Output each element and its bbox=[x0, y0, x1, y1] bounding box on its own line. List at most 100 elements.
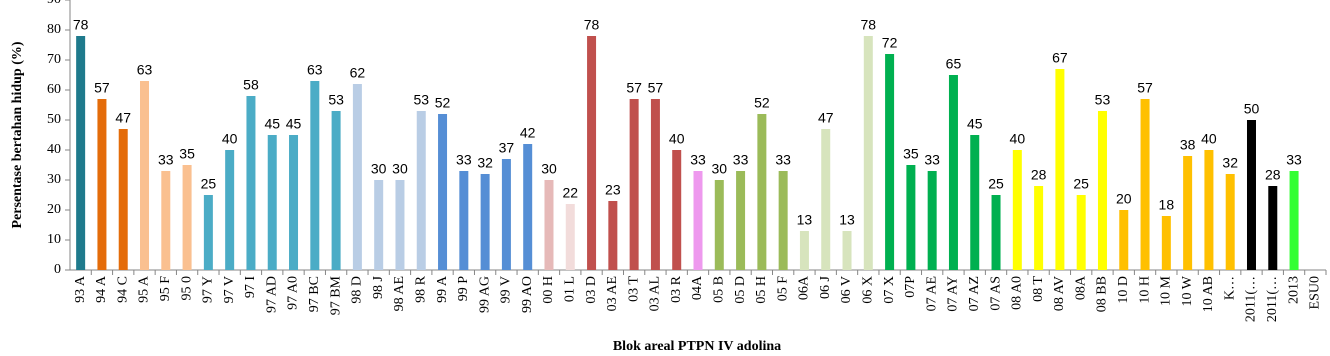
value-label: 40 bbox=[1010, 131, 1026, 147]
value-label: 40 bbox=[669, 131, 685, 147]
bar bbox=[991, 195, 1001, 270]
value-label: 63 bbox=[137, 62, 153, 78]
x-tick-label: 03 T bbox=[626, 276, 641, 302]
x-tick-label: 95 A bbox=[137, 275, 152, 303]
bar bbox=[587, 36, 597, 270]
bar bbox=[821, 129, 831, 270]
value-label: 25 bbox=[988, 176, 1004, 192]
x-tick-label: 98 D bbox=[350, 276, 365, 304]
value-label: 50 bbox=[1244, 101, 1260, 117]
bar bbox=[693, 171, 703, 270]
x-tick-label: 07 AZ bbox=[967, 276, 982, 311]
x-tick-label: 99 AG bbox=[477, 276, 492, 313]
value-label: 78 bbox=[584, 17, 600, 33]
x-tick-label: 07 AE bbox=[924, 276, 939, 311]
x-tick-label: 07 AY bbox=[946, 276, 961, 312]
bar bbox=[501, 159, 511, 270]
value-label: 33 bbox=[924, 152, 940, 168]
value-label: 25 bbox=[1073, 176, 1089, 192]
x-tick-label: 98 J bbox=[371, 275, 386, 299]
y-tick-label: 90 bbox=[47, 0, 61, 7]
x-tick-label: 2013 bbox=[1286, 276, 1301, 304]
bar bbox=[1119, 210, 1129, 270]
value-label: 35 bbox=[179, 146, 195, 162]
value-label: 22 bbox=[562, 185, 578, 201]
value-label: 53 bbox=[413, 92, 429, 108]
value-label: 72 bbox=[882, 35, 898, 51]
value-label: 20 bbox=[1116, 191, 1132, 207]
value-label: 42 bbox=[520, 125, 536, 141]
bar bbox=[714, 180, 724, 270]
bar bbox=[544, 180, 554, 270]
value-label: 13 bbox=[797, 212, 813, 228]
x-tick-label: 97 BC bbox=[307, 276, 322, 312]
bar bbox=[459, 171, 469, 270]
x-tick-label: 06 V bbox=[839, 276, 854, 303]
bar bbox=[799, 231, 809, 270]
x-tick-label: 10 W bbox=[1180, 275, 1195, 306]
value-label: 53 bbox=[1095, 92, 1111, 108]
value-label: 33 bbox=[158, 152, 174, 168]
bar bbox=[629, 99, 639, 270]
bar bbox=[395, 180, 405, 270]
bar bbox=[76, 36, 86, 270]
bar bbox=[523, 144, 533, 270]
value-label: 18 bbox=[1159, 197, 1175, 213]
value-label: 52 bbox=[754, 95, 770, 111]
value-label: 13 bbox=[839, 212, 855, 228]
bar bbox=[842, 231, 852, 270]
value-label: 25 bbox=[201, 176, 217, 192]
x-tick-label: 98 R bbox=[413, 275, 428, 303]
x-tick-label: 05 H bbox=[754, 276, 769, 304]
x-tick-label: 01 L bbox=[562, 276, 577, 302]
x-tick-label: 97 I bbox=[243, 276, 258, 299]
x-tick-label: 03 D bbox=[584, 276, 599, 304]
value-label: 28 bbox=[1031, 167, 1047, 183]
x-tick-label: 05 F bbox=[775, 276, 790, 302]
x-tick-label: 00 H bbox=[541, 276, 556, 304]
x-tick-label: 97 AD bbox=[264, 276, 279, 313]
bar bbox=[182, 165, 192, 270]
value-label: 78 bbox=[861, 17, 877, 33]
bar bbox=[1268, 186, 1278, 270]
x-tick-label: 07 X bbox=[882, 276, 897, 304]
bar bbox=[480, 174, 490, 270]
bar bbox=[331, 111, 341, 270]
value-label: 78 bbox=[73, 17, 89, 33]
x-tick-label: 10 M bbox=[1159, 275, 1174, 306]
y-tick-label: 60 bbox=[47, 82, 61, 97]
bar bbox=[289, 135, 299, 270]
value-label: 63 bbox=[307, 62, 323, 78]
value-label: 40 bbox=[1201, 131, 1217, 147]
bar bbox=[225, 150, 235, 270]
value-label: 47 bbox=[818, 110, 834, 126]
x-tick-label: 10 D bbox=[1116, 276, 1131, 304]
x-tick-label: 05 D bbox=[733, 276, 748, 304]
value-label: 45 bbox=[264, 116, 280, 132]
x-tick-label: 07 AS bbox=[988, 276, 1003, 311]
x-tick-label: 06 X bbox=[861, 276, 876, 304]
value-label: 30 bbox=[392, 161, 408, 177]
y-axis-title: Persentase bertahan hidup (%) bbox=[10, 41, 25, 228]
bar bbox=[161, 171, 171, 270]
x-tick-label: 97 Y bbox=[201, 276, 216, 303]
bar bbox=[1097, 111, 1107, 270]
bar bbox=[1012, 150, 1022, 270]
bar bbox=[267, 135, 277, 270]
x-tick-label: 99 A bbox=[435, 275, 450, 303]
x-tick-label: ESU0 bbox=[1308, 276, 1323, 309]
value-label: 35 bbox=[903, 146, 919, 162]
bar bbox=[1076, 195, 1086, 270]
bar bbox=[1140, 99, 1150, 270]
bar bbox=[1225, 174, 1235, 270]
x-tick-label: 08 BB bbox=[1095, 276, 1110, 312]
value-label: 40 bbox=[222, 131, 238, 147]
value-label: 38 bbox=[1180, 137, 1196, 153]
value-label: 58 bbox=[243, 77, 259, 93]
x-tick-label: 97 BM bbox=[328, 275, 343, 315]
x-tick-label: 05 B bbox=[712, 276, 727, 303]
x-tick-label: 07P bbox=[903, 276, 918, 298]
x-tick-label: 95 F bbox=[158, 276, 173, 302]
bar bbox=[374, 180, 384, 270]
